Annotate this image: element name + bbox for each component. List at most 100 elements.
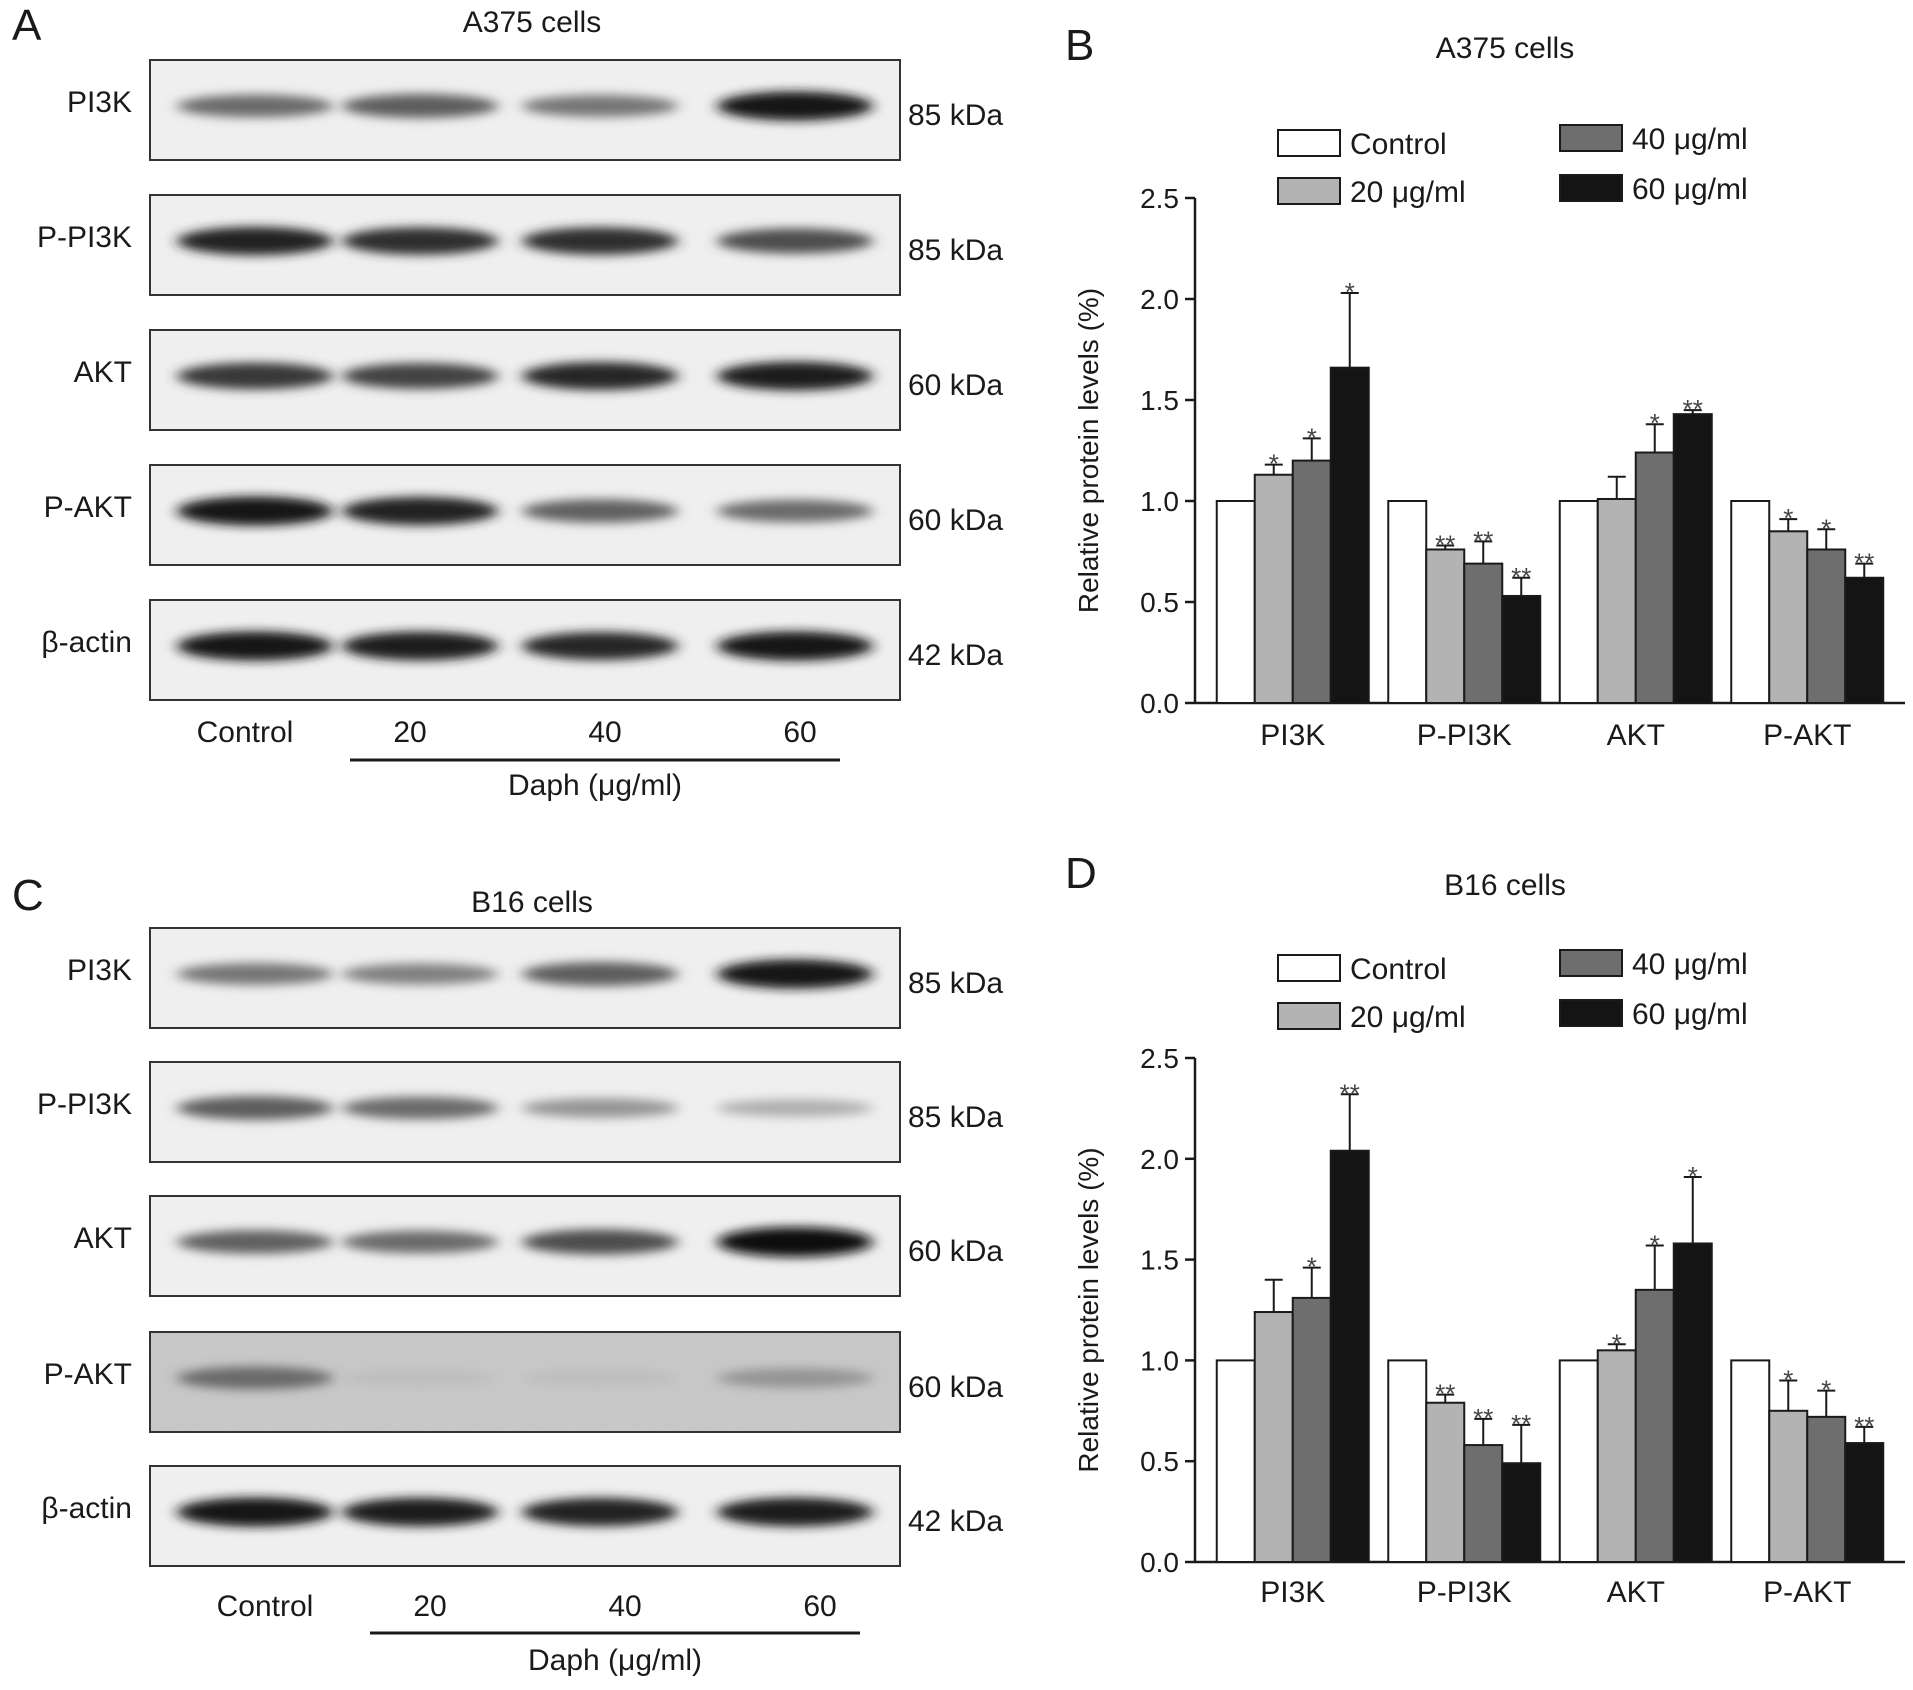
blot-strip: P-AKT 60 kDa <box>44 1331 1003 1433</box>
blot-band <box>342 963 498 985</box>
bar <box>1634 451 1675 704</box>
blot-band <box>717 1368 873 1388</box>
legend-item: Control <box>1277 128 1447 161</box>
y-tick-label: 1.5 <box>1140 385 1179 416</box>
bar <box>1730 1359 1771 1564</box>
significance-marker: ** <box>1340 1078 1360 1108</box>
x-category-label: P-PI3K <box>1417 1576 1512 1609</box>
blot-strip: AKT 60 kDa <box>74 329 1003 431</box>
panel-letter: A <box>12 1 42 50</box>
significance-marker: * <box>1688 1161 1698 1191</box>
bar <box>1253 473 1294 704</box>
bar <box>1329 366 1370 704</box>
dose-axis-title: Daph (μg/ml) <box>508 769 682 802</box>
blot-band <box>177 226 333 256</box>
bar <box>1329 1149 1370 1563</box>
legend-label: 20 μg/ml <box>1350 1001 1466 1034</box>
bar <box>1387 1359 1428 1564</box>
legend-swatch <box>1559 124 1623 152</box>
blot-band <box>342 227 498 255</box>
blot-kda-label: 85 kDa <box>908 99 1003 132</box>
blot-protein-label: PI3K <box>67 954 132 987</box>
panel-letter: B <box>1065 21 1094 70</box>
blot-kda-label: 42 kDa <box>908 639 1003 672</box>
blot-strip: β-actin 42 kDa <box>41 599 1003 701</box>
y-tick-label: 1.5 <box>1140 1245 1179 1276</box>
bar <box>1672 1242 1713 1564</box>
bar <box>1844 1442 1885 1564</box>
x-category-label: P-AKT <box>1763 719 1851 752</box>
significance-marker: ** <box>1511 1409 1531 1439</box>
y-tick-label: 2.5 <box>1140 183 1179 214</box>
blot-protein-label: P-PI3K <box>37 221 132 254</box>
bar <box>1463 562 1504 704</box>
y-axis-label: Relative protein levels (%) <box>1073 1147 1104 1472</box>
blot-band <box>717 631 873 661</box>
lane-label: 60 <box>783 716 816 749</box>
significance-marker: * <box>1612 1328 1622 1358</box>
y-tick-label: 0.5 <box>1140 587 1179 618</box>
x-category-label: P-AKT <box>1763 1576 1851 1609</box>
significance-marker: * <box>1307 422 1317 452</box>
bar <box>1501 594 1542 704</box>
chart-title: B16 cells <box>1444 869 1566 902</box>
blot-kda-label: 42 kDa <box>908 1505 1003 1538</box>
blot-panel-c: C B16 cells PI3K 85 kDa P-PI3K 85 kDa AKT 60 kD… <box>12 871 1003 1677</box>
blot-band <box>717 361 873 391</box>
significance-marker: * <box>1307 1252 1317 1282</box>
legend-swatch <box>1559 949 1623 977</box>
legend-item: 60 μg/ml <box>1559 173 1748 206</box>
bar <box>1768 530 1809 704</box>
blot-band <box>717 1099 873 1117</box>
legend-label: 40 μg/ml <box>1632 123 1748 156</box>
blot-band <box>522 1369 678 1387</box>
lane-label: 20 <box>413 1590 446 1623</box>
y-tick-label: 2.0 <box>1140 284 1179 315</box>
legend-item: 40 μg/ml <box>1559 123 1748 156</box>
bar <box>1596 497 1637 705</box>
blot-band <box>177 1366 333 1390</box>
blot-kda-label: 60 kDa <box>908 1371 1003 1404</box>
legend-label: 60 μg/ml <box>1632 173 1748 206</box>
blot-band <box>717 959 873 989</box>
significance-marker: * <box>1821 513 1831 543</box>
y-axis-label: Relative protein levels (%) <box>1073 288 1104 613</box>
bar <box>1463 1444 1504 1564</box>
dose-axis-title: Daph (μg/ml) <box>528 1644 702 1677</box>
panel-letter: D <box>1065 849 1097 898</box>
x-category-label: AKT <box>1607 1576 1665 1609</box>
blot-band <box>342 1230 498 1254</box>
blot-band <box>342 1369 498 1387</box>
significance-marker: ** <box>1473 1403 1493 1433</box>
legend-item: 40 μg/ml <box>1559 948 1748 981</box>
legend-label: Control <box>1350 128 1447 161</box>
panel-title: B16 cells <box>471 886 593 919</box>
blot-band <box>522 1229 678 1255</box>
legend-item: 60 μg/ml <box>1559 998 1748 1031</box>
blot-strip: P-PI3K 85 kDa <box>37 1061 1003 1163</box>
blot-band <box>522 499 678 523</box>
legend-swatch <box>1277 129 1341 157</box>
legend-item: 20 μg/ml <box>1277 176 1466 209</box>
blot-band <box>522 1098 678 1118</box>
blot-strip: P-PI3K 85 kDa <box>37 194 1003 296</box>
x-category-label: AKT <box>1607 719 1665 752</box>
bar <box>1672 413 1713 704</box>
blot-band <box>717 228 873 254</box>
blot-strip: β-actin 42 kDa <box>41 1465 1003 1567</box>
bar <box>1806 548 1847 704</box>
significance-marker: * <box>1783 503 1793 533</box>
y-tick-label: 1.0 <box>1140 486 1179 517</box>
y-tick-label: 0.0 <box>1140 1547 1179 1578</box>
significance-marker: ** <box>1511 562 1531 592</box>
blot-band <box>342 94 498 118</box>
significance-marker: * <box>1650 408 1660 438</box>
bar <box>1215 500 1256 704</box>
blot-band <box>717 1227 873 1257</box>
legend-label: Control <box>1350 953 1447 986</box>
blot-protein-label: P-AKT <box>44 1358 132 1391</box>
blot-band <box>177 1497 333 1527</box>
blot-protein-label: P-PI3K <box>37 1088 132 1121</box>
blot-band <box>522 95 678 117</box>
legend-swatch <box>1277 1002 1341 1030</box>
